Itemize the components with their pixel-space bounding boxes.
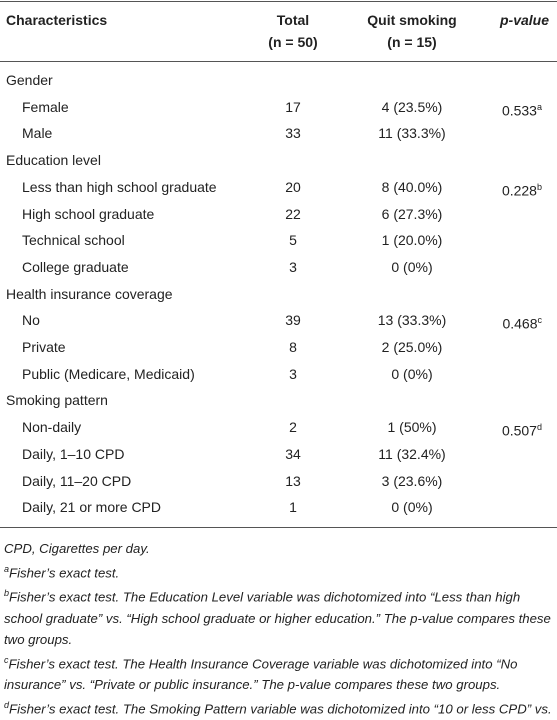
footnote-text: Fisher’s exact test. The Health Insuranc… [4, 656, 518, 693]
quit-cell: 8 (40.0%) [381, 178, 443, 195]
p-value: 0.228b [501, 181, 542, 199]
footnote-mark: d [536, 422, 542, 433]
rule [0, 1, 557, 2]
footnote: cFisher’s exact test. The Health Insuran… [4, 650, 554, 695]
total-cell: 3 [289, 258, 297, 275]
total-cell: 34 [285, 445, 301, 462]
total-cell: 39 [285, 312, 301, 329]
header-cell: (n = 50) [268, 34, 318, 50]
section-label: Smoking pattern [6, 392, 108, 409]
row-label: Daily, 11–20 CPD [22, 472, 132, 489]
quit-cell: 4 (23.5%) [381, 98, 443, 115]
quit-cell: 13 (33.3%) [377, 312, 447, 329]
quit-cell: 1 (50%) [387, 419, 437, 436]
total-cell: 5 [289, 232, 297, 249]
row-label: No [22, 312, 40, 329]
quit-cell: 2 (25.0%) [381, 339, 443, 355]
footnotes: CPD, Cigarettes per day. aFisher’s exact … [4, 538, 554, 720]
total-cell: 22 [285, 205, 301, 222]
quit-cell: 11 (33.3%) [378, 125, 446, 142]
section-label: Gender [6, 72, 53, 88]
rule [0, 61, 557, 62]
total-cell: 2 [289, 419, 297, 436]
total-cell: 33 [285, 125, 301, 142]
footnote-text: Fisher’s exact test. [9, 565, 120, 581]
quit-cell: 0 (0%) [391, 258, 433, 275]
row-label: College graduate [22, 258, 129, 275]
header-cell: (n = 15) [387, 34, 437, 50]
total-cell: 8 [289, 339, 297, 355]
row-label: Daily, 21 or more CPD [22, 499, 162, 516]
row-label: Daily, 1–10 CPD [22, 445, 125, 462]
row-label: Female [22, 98, 69, 115]
quit-cell: 1 (20.0%) [381, 232, 443, 249]
footnote-mark: b [4, 588, 10, 599]
quit-cell: 0 (0%) [391, 365, 433, 382]
total-cell: 1 [289, 499, 297, 516]
row-label: Non-daily [22, 419, 82, 436]
footnote-mark: a [536, 101, 542, 112]
row-label: Public (Medicare, Medicaid) [22, 365, 195, 382]
header-cell: Total [276, 12, 310, 28]
header-cell: Characteristics [6, 12, 108, 28]
footnote-mark: b [536, 181, 542, 192]
row-label: Private [22, 339, 66, 355]
footnote-text: Fisher’s exact test. The Education Level… [4, 589, 551, 647]
footnote: aFisher’s exact test. [4, 559, 554, 583]
footnote-text: Fisher’s exact test. The Smoking Pattern… [9, 701, 552, 717]
row-label: Less than high school graduate [22, 178, 217, 195]
section-label: Health insurance coverage [6, 285, 173, 302]
total-cell: 20 [285, 178, 301, 195]
quit-cell: 3 (23.6%) [381, 472, 443, 489]
row-label: High school graduate [22, 205, 155, 222]
footnote-mark: c [537, 315, 543, 326]
row-label: Technical school [22, 232, 125, 249]
total-cell: 17 [285, 98, 301, 115]
quit-cell: 11 (32.4%) [378, 445, 446, 462]
rule [0, 527, 557, 528]
p-value: 0.468c [502, 315, 543, 332]
header-cell: p-value [499, 12, 549, 28]
total-cell: 13 [285, 472, 301, 489]
section-label: Education level [6, 152, 101, 169]
footnote-mark: c [4, 654, 9, 665]
quit-cell: 0 (0%) [391, 499, 433, 516]
p-value: 0.533a [501, 101, 542, 119]
quit-cell: 6 (27.3%) [381, 205, 443, 222]
footnote-text: CPD, Cigarettes per day. [4, 541, 150, 556]
footnote: bFisher’s exact test. The Education Leve… [4, 583, 554, 649]
total-cell: 3 [289, 365, 297, 382]
header-cell: Quit smoking [367, 12, 457, 28]
p-value: 0.507d [501, 422, 542, 439]
footnote: dFisher’s exact test. The Smoking Patter… [4, 695, 554, 720]
footnote: CPD, Cigarettes per day. [4, 538, 554, 559]
footnote-mark: a [4, 564, 10, 574]
footnote-mark: d [4, 700, 10, 711]
row-label: Male [22, 125, 53, 142]
